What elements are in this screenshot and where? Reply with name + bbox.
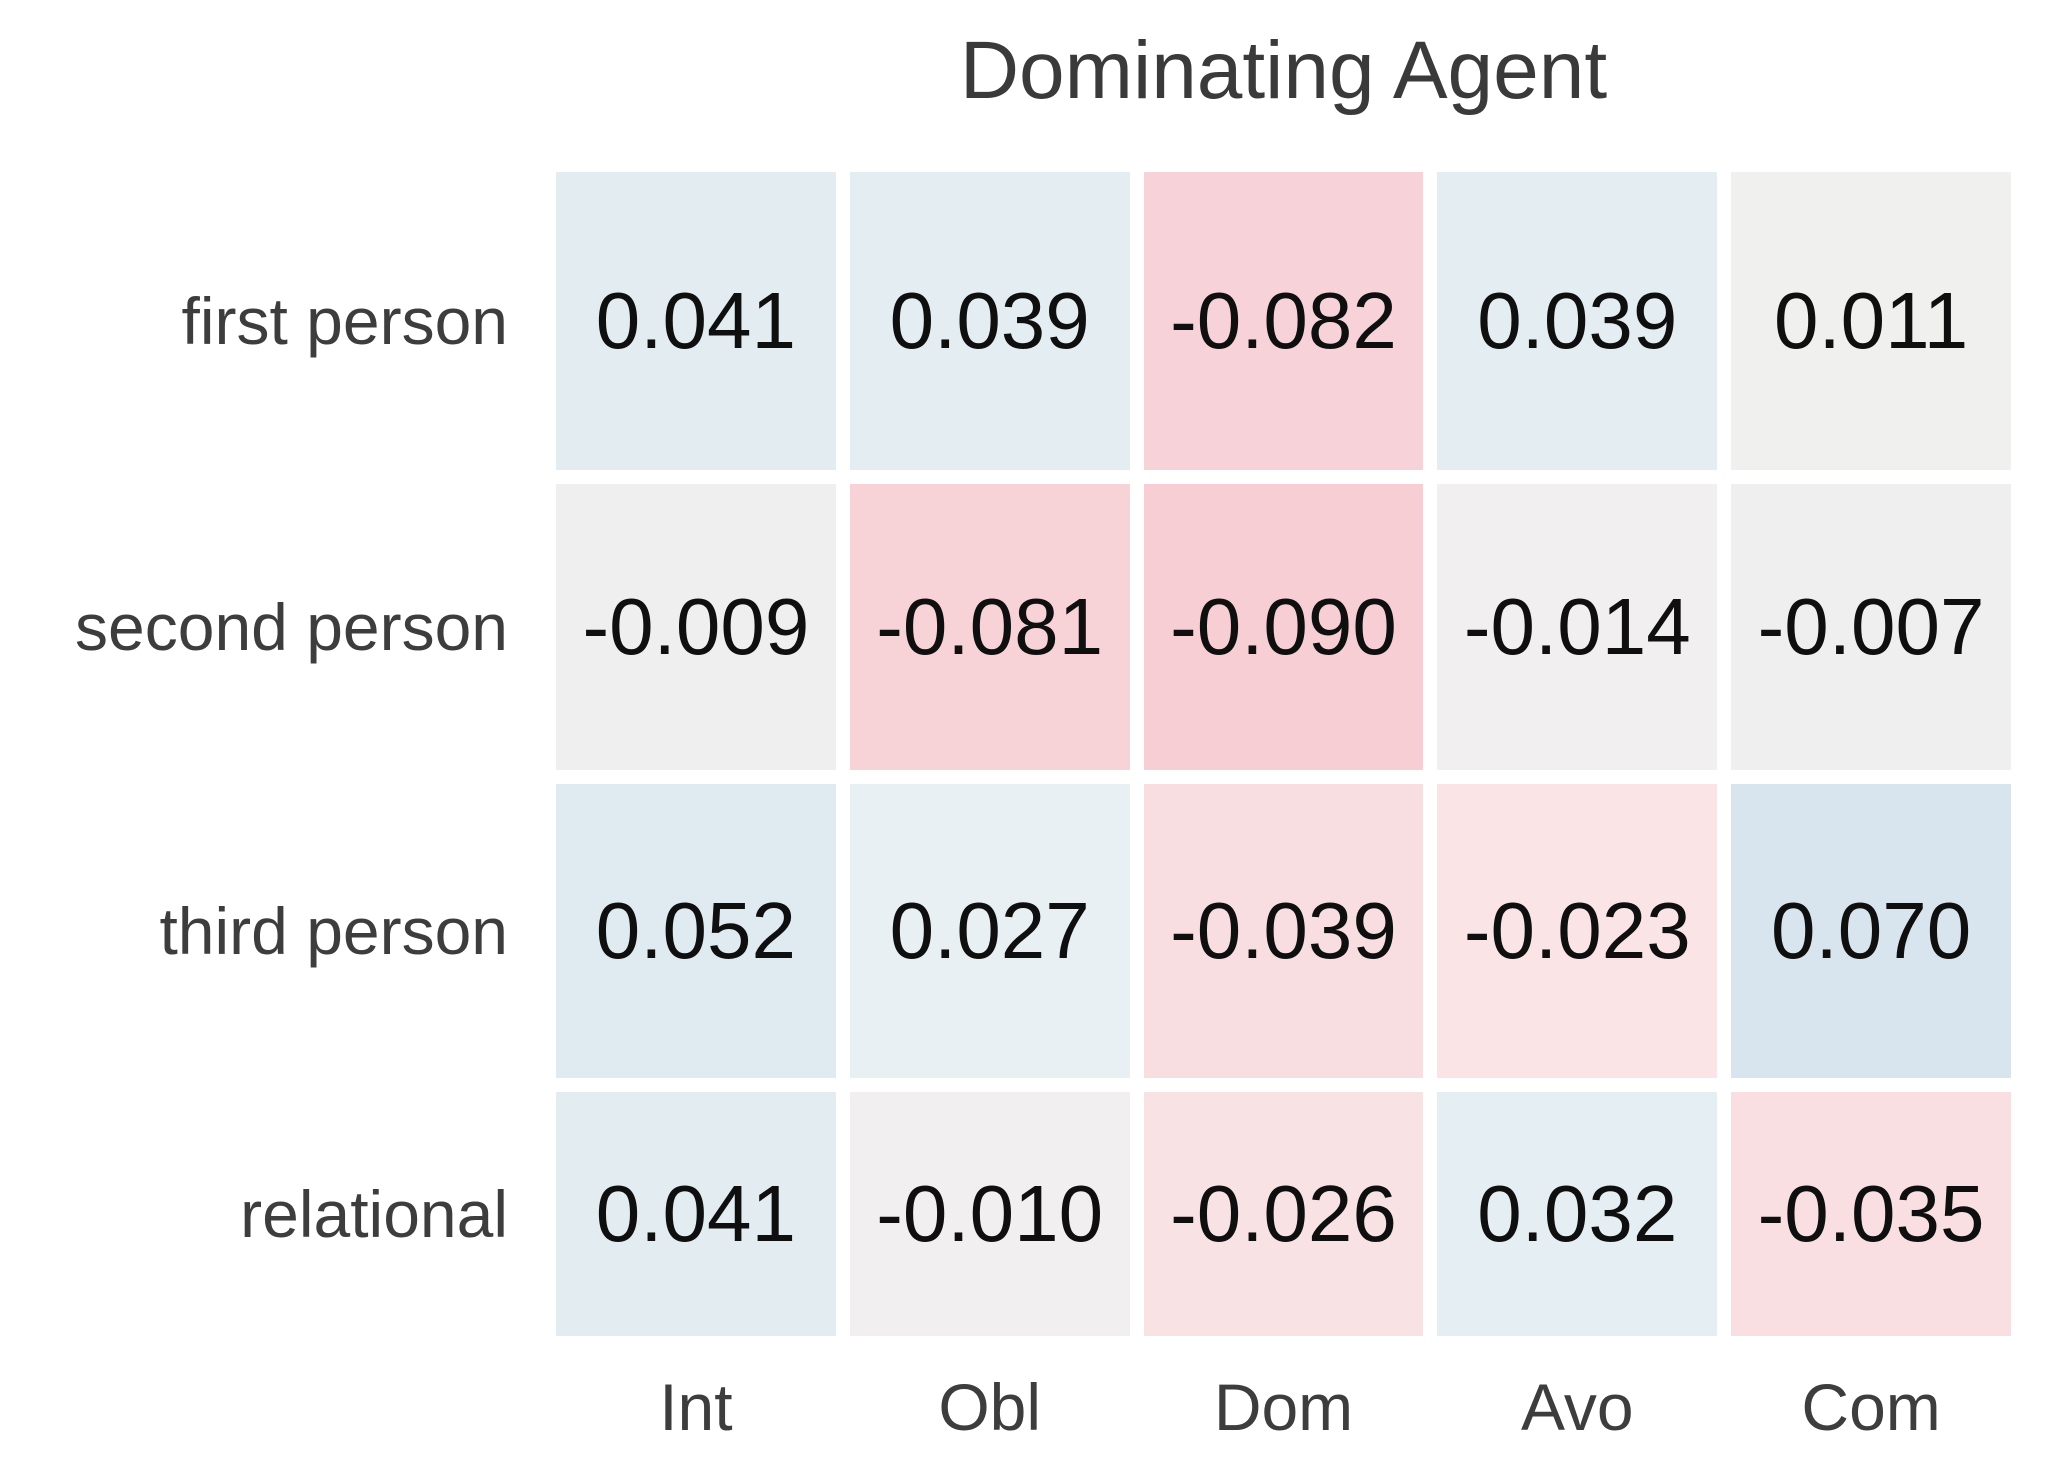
column-label: Com [1801, 1370, 1941, 1444]
heatmap-cell: -0.039 [1143, 784, 1424, 1078]
heatmap-cell: 0.011 [1731, 172, 2011, 470]
column-label: Avo [1521, 1370, 1634, 1444]
heatmap-cell: 0.052 [556, 784, 836, 1078]
column-label: Dom [1213, 1370, 1354, 1444]
heatmap-cell: 0.070 [1731, 784, 2011, 1078]
heatmap-cell: 0.027 [849, 784, 1130, 1078]
column-labels: Int Obl Dom Avo Com [556, 1352, 2011, 1462]
heatmap-cell: -0.014 [1437, 484, 1718, 770]
heatmap-cell: 0.039 [849, 172, 1130, 470]
row-label: second person [75, 590, 508, 664]
heatmap-cell: -0.010 [849, 1092, 1130, 1336]
heatmap-cell: -0.007 [1731, 484, 2011, 770]
heatmap-cell: -0.035 [1731, 1092, 2011, 1336]
heatmap-cell: 0.032 [1437, 1092, 1718, 1336]
row-label: third person [159, 894, 508, 968]
row-label: first person [181, 284, 508, 358]
column-label: Int [659, 1370, 733, 1444]
row-label: relational [240, 1177, 508, 1251]
column-label: Obl [938, 1370, 1042, 1444]
heatmap-cell: -0.023 [1437, 784, 1718, 1078]
heatmap-cell: -0.090 [1143, 484, 1424, 770]
heatmap-cell: -0.081 [849, 484, 1130, 770]
chart-title: Dominating Agent [959, 25, 1608, 116]
heatmap-cell: -0.009 [556, 484, 836, 770]
heatmap-cell: 0.039 [1437, 172, 1718, 470]
heatmap-grid: 0.041 0.039 -0.082 0.039 0.011 -0.009 -0.081 -0… [556, 172, 2011, 1336]
heatmap-cell: -0.082 [1143, 172, 1424, 470]
row-labels: first person second person third person rel… [0, 172, 508, 1336]
heatmap-cell: 0.041 [556, 1092, 836, 1336]
heatmap-cell: 0.041 [556, 172, 836, 470]
heatmap-cell: -0.026 [1143, 1092, 1424, 1336]
